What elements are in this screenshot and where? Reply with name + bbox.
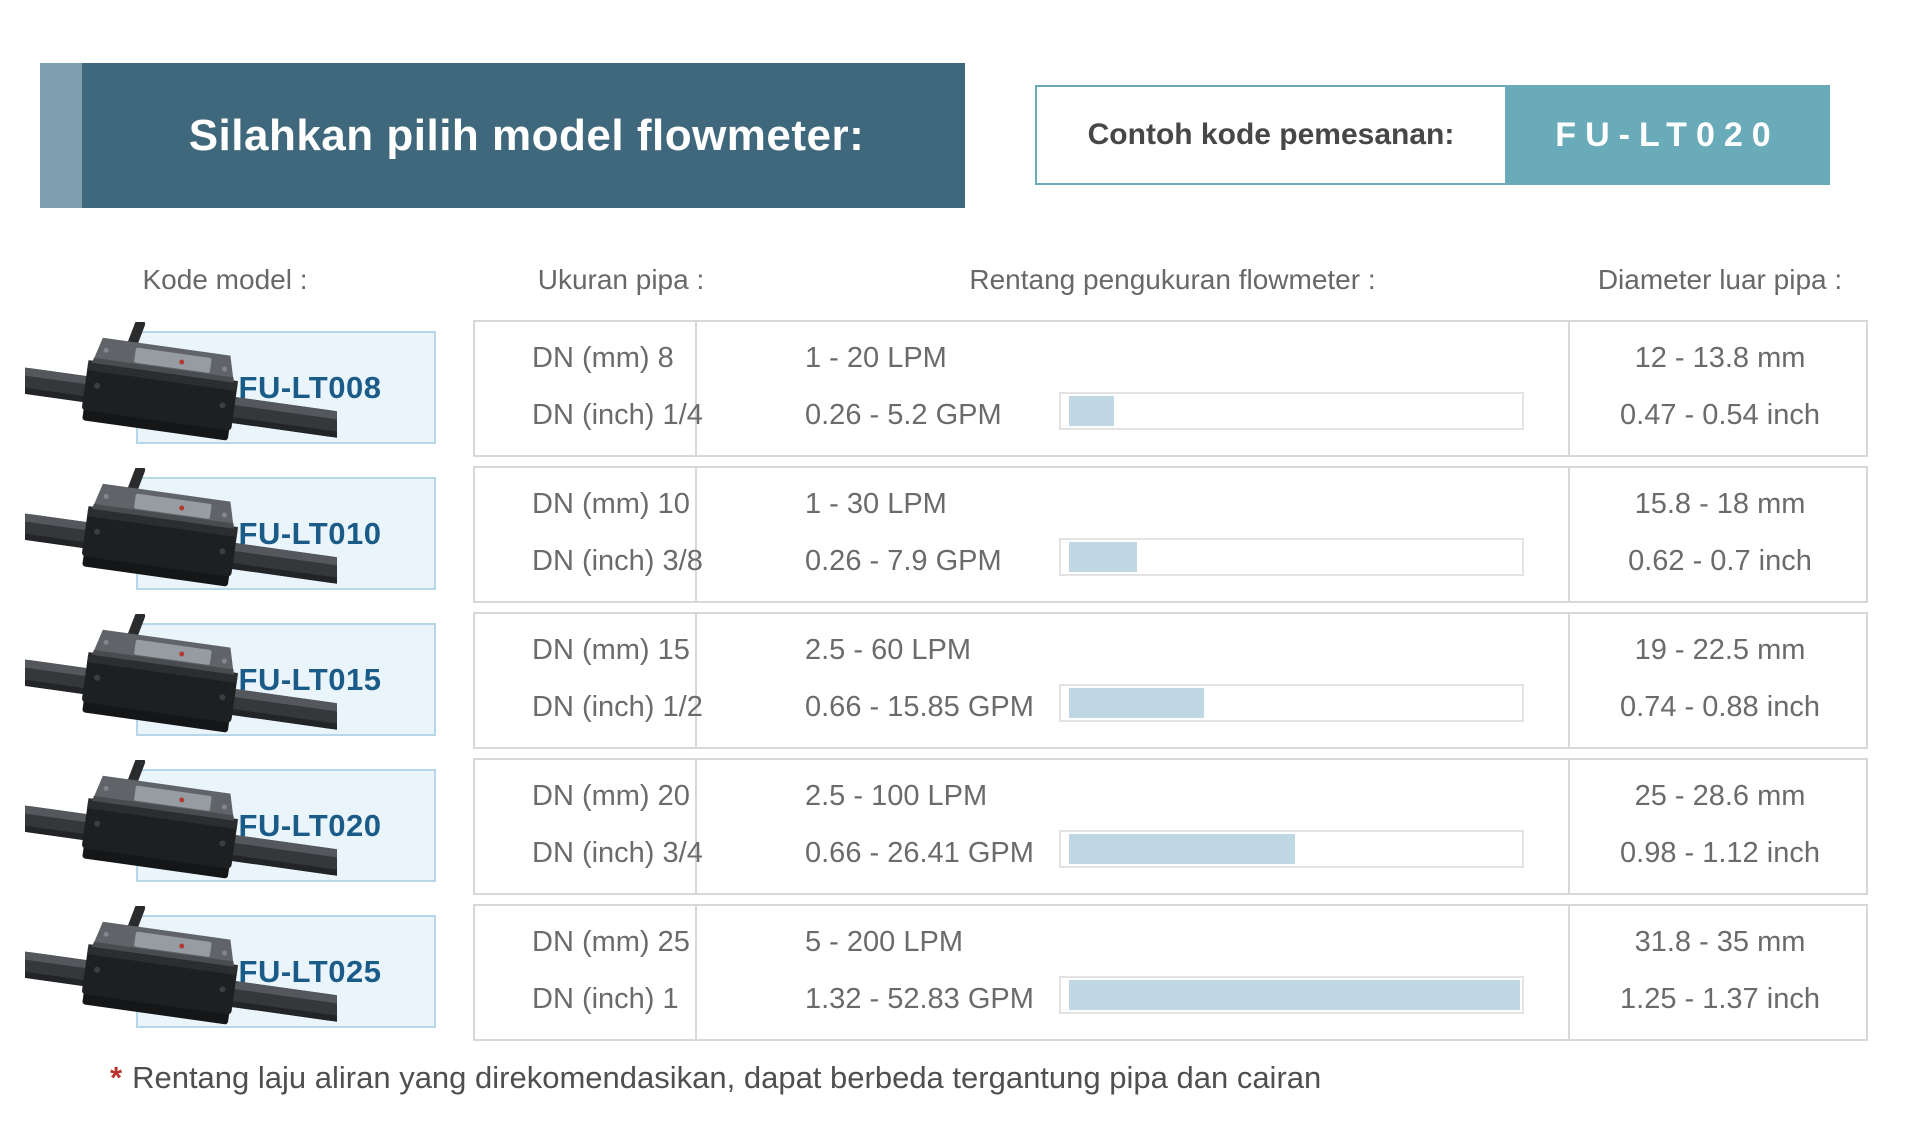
outer-diameter-inch: 0.74 - 0.88 inch (1620, 691, 1820, 723)
flow-range-bar-fill (1069, 542, 1137, 572)
banner-accent-bar (40, 63, 82, 208)
column-divider (1568, 468, 1570, 601)
column-divider (695, 468, 697, 601)
table-row: DN (mm) 25 DN (inch) 1 5 - 200 LPM 1.32 … (473, 904, 1868, 1041)
table-row: DN (mm) 20 DN (inch) 3/4 2.5 - 100 LPM 0… (473, 758, 1868, 895)
outer-diameter-mm: 12 - 13.8 mm (1634, 342, 1806, 374)
column-divider (695, 760, 697, 893)
flow-range-lpm: 2.5 - 100 LPM (805, 780, 988, 812)
column-divider (1568, 906, 1570, 1039)
order-example-label: Contoh kode pemesanan: (1087, 118, 1455, 151)
flow-range-gpm: 0.26 - 5.2 GPM (805, 399, 1002, 431)
flow-range-gpm: 1.32 - 52.83 GPM (805, 983, 1034, 1015)
footnote-asterisk: * (110, 1060, 123, 1095)
table-row: DN (mm) 15 DN (inch) 1/2 2.5 - 60 LPM 0.… (473, 612, 1868, 749)
flowmeter-image (25, 614, 337, 733)
footnote-text: Rentang laju aliran yang direkomendasika… (132, 1060, 1322, 1095)
model-cell: FU-LT008 (0, 320, 473, 457)
outer-diameter-inch: 1.25 - 1.37 inch (1620, 983, 1820, 1015)
flowmeter-image (25, 760, 337, 879)
flow-range-bar-track (1059, 538, 1524, 576)
flowmeter-image (25, 322, 337, 441)
flow-range-bar-fill (1069, 396, 1115, 426)
column-header-flow-range: Rentang pengukuran flowmeter : (969, 264, 1376, 295)
pipe-size-mm: DN (mm) 15 (532, 634, 690, 666)
flowmeter-image (25, 468, 337, 587)
pipe-size-mm: DN (mm) 10 (532, 488, 690, 520)
pipe-size-mm: DN (mm) 8 (532, 342, 674, 374)
outer-diameter-mm: 15.8 - 18 mm (1634, 488, 1806, 520)
flow-range-lpm: 1 - 30 LPM (805, 488, 947, 520)
model-cell: FU-LT020 (0, 758, 473, 895)
flow-range-bar-fill (1069, 980, 1520, 1010)
pipe-size-inch: DN (inch) 1/4 (532, 399, 703, 431)
column-header-pipe-size: Ukuran pipa : (537, 264, 705, 295)
column-divider (695, 906, 697, 1039)
flow-range-bar-fill (1069, 688, 1205, 718)
flow-range-bar-track (1059, 684, 1524, 722)
flowmeter-image (25, 906, 337, 1025)
model-cell: FU-LT010 (0, 466, 473, 603)
column-divider (1568, 760, 1570, 893)
pipe-size-inch: DN (inch) 3/8 (532, 545, 703, 577)
outer-diameter-mm: 31.8 - 35 mm (1634, 926, 1806, 958)
pipe-size-inch: DN (inch) 3/4 (532, 837, 703, 869)
pipe-size-mm: DN (mm) 20 (532, 780, 690, 812)
flow-range-gpm: 0.66 - 26.41 GPM (805, 837, 1034, 869)
outer-diameter-inch: 0.47 - 0.54 inch (1620, 399, 1820, 431)
pipe-size-inch: DN (inch) 1 (532, 983, 679, 1015)
column-header-model: Kode model : (142, 264, 308, 295)
flow-range-lpm: 5 - 200 LPM (805, 926, 963, 958)
column-divider (1568, 322, 1570, 455)
flow-range-lpm: 1 - 20 LPM (805, 342, 947, 374)
pipe-size-mm: DN (mm) 25 (532, 926, 690, 958)
model-cell: FU-LT015 (0, 612, 473, 749)
header-banner: Silahkan pilih model flowmeter: (40, 63, 965, 208)
flow-range-bar-track (1059, 830, 1524, 868)
outer-diameter-inch: 0.98 - 1.12 inch (1620, 837, 1820, 869)
flow-range-bar-fill (1069, 834, 1295, 864)
column-divider (695, 614, 697, 747)
outer-diameter-mm: 25 - 28.6 mm (1634, 780, 1806, 812)
flow-range-gpm: 0.66 - 15.85 GPM (805, 691, 1034, 723)
flow-range-gpm: 0.26 - 7.9 GPM (805, 545, 1002, 577)
outer-diameter-mm: 19 - 22.5 mm (1634, 634, 1806, 666)
column-divider (695, 322, 697, 455)
pipe-size-inch: DN (inch) 1/2 (532, 691, 703, 723)
order-example-box: Contoh kode pemesanan: FU-LT020 (1035, 85, 1830, 185)
footnote: * Rentang laju aliran yang direkomendasik… (110, 1056, 1321, 1100)
table-row: DN (mm) 10 DN (inch) 3/8 1 - 30 LPM 0.26… (473, 466, 1868, 603)
flow-range-bar-track (1059, 392, 1524, 430)
page-title: Silahkan pilih model flowmeter: (188, 110, 865, 160)
table-row: DN (mm) 8 DN (inch) 1/4 1 - 20 LPM 0.26 … (473, 320, 1868, 457)
order-example-code: FU-LT020 (1505, 85, 1830, 185)
column-header-outer-diameter: Diameter luar pipa : (1597, 264, 1843, 295)
column-divider (1568, 614, 1570, 747)
flow-range-bar-track (1059, 976, 1524, 1014)
flow-range-lpm: 2.5 - 60 LPM (805, 634, 972, 666)
outer-diameter-inch: 0.62 - 0.7 inch (1628, 545, 1812, 577)
model-cell: FU-LT025 (0, 904, 473, 1041)
